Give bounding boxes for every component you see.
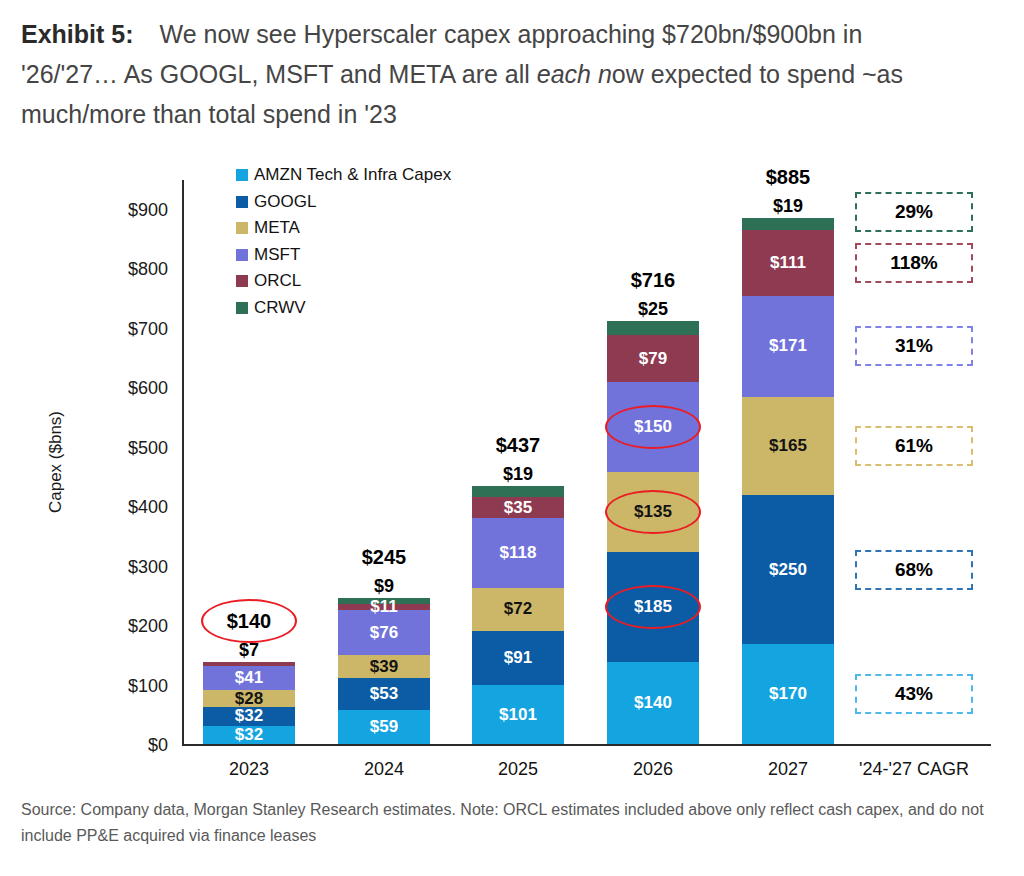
y-tick-label: $100: [96, 675, 168, 697]
legend-label: ORCL: [254, 271, 301, 291]
cagr-box-googl: 68%: [855, 550, 973, 590]
y-tick-label: $800: [96, 258, 168, 280]
legend-item-googl: GOOGL: [236, 189, 451, 216]
segment-label-2027-msft: $171: [742, 335, 834, 357]
cagr-box-msft: 31%: [855, 326, 973, 366]
y-tick-label: $500: [96, 437, 168, 459]
bar-2027-crwv: [742, 218, 834, 229]
exhibit-page: Exhibit 5:We now see Hyperscaler capex a…: [0, 0, 1024, 876]
x-axis-label-cagr: '24-'27 CAGR: [826, 758, 1002, 780]
segment-label-2024-meta: $39: [338, 656, 430, 678]
capex-stacked-bar-chart: Capex ($bns) AMZN Tech & Infra Capex GOOG…: [0, 0, 1024, 876]
highlight-ellipse: [605, 585, 701, 629]
googl-swatch-icon: [236, 196, 248, 208]
legend-item-amzn: AMZN Tech & Infra Capex: [236, 162, 451, 189]
segment-label-2024-msft: $76: [338, 622, 430, 644]
x-axis-label-2025: 2025: [473, 758, 563, 780]
segment-label-2027-googl: $250: [742, 559, 834, 581]
legend-label: MSFT: [254, 245, 300, 265]
above-bar-label-2026: $25: [607, 298, 699, 320]
x-axis-label-2023: 2023: [204, 758, 294, 780]
y-tick-label: $0: [96, 734, 168, 756]
segment-label-2025-googl: $91: [472, 647, 564, 669]
total-label-2027: $885: [728, 165, 848, 189]
y-tick-label: $900: [96, 199, 168, 221]
chart-legend: AMZN Tech & Infra Capex GOOGL META MSFT ORCL…: [236, 162, 451, 321]
segment-label-2026-amzn: $140: [607, 692, 699, 714]
cagr-box-meta: 61%: [855, 426, 973, 466]
segment-label-2025-orcl: $35: [472, 497, 564, 519]
y-tick-label: $200: [96, 615, 168, 637]
legend-label: CRWV: [254, 298, 306, 318]
segment-label-2023-meta: $28: [203, 688, 295, 710]
segment-label-2025-amzn: $101: [472, 704, 564, 726]
bar-2026-crwv: [607, 321, 699, 336]
orcl-swatch-icon: [236, 275, 248, 287]
y-tick-label: $700: [96, 318, 168, 340]
segment-label-2024-googl: $53: [338, 683, 430, 705]
total-label-2024: $245: [324, 545, 444, 569]
segment-label-2026-orcl: $79: [607, 348, 699, 370]
legend-item-meta: META: [236, 215, 451, 242]
amzn-swatch-icon: [236, 169, 248, 181]
highlight-ellipse: [605, 405, 701, 449]
y-axis-title: Capex ($bns): [46, 362, 68, 562]
x-axis-line: [182, 744, 991, 746]
total-label-2026: $716: [593, 268, 713, 292]
bar-2025-crwv: [472, 486, 564, 497]
segment-label-2025-meta: $72: [472, 598, 564, 620]
legend-label: AMZN Tech & Infra Capex: [254, 165, 451, 185]
y-axis-line: [182, 180, 184, 746]
x-axis-label-2026: 2026: [608, 758, 698, 780]
y-tick-label: $600: [96, 377, 168, 399]
segment-label-2023-msft: $41: [203, 667, 295, 689]
y-tick-label: $300: [96, 556, 168, 578]
legend-item-orcl: ORCL: [236, 268, 451, 295]
cagr-box-orcl: 118%: [855, 243, 973, 283]
highlight-ellipse: [201, 599, 297, 643]
segment-label-2027-meta: $165: [742, 435, 834, 457]
y-tick-label: $400: [96, 496, 168, 518]
segment-label-2025-msft: $118: [472, 542, 564, 564]
meta-swatch-icon: [236, 222, 248, 234]
highlight-ellipse: [605, 490, 701, 534]
legend-label: GOOGL: [254, 192, 316, 212]
x-axis-label-2027: 2027: [743, 758, 833, 780]
legend-label: META: [254, 218, 300, 238]
legend-item-msft: MSFT: [236, 242, 451, 269]
segment-label-2027-orcl: $111: [742, 252, 834, 274]
source-note: Source: Company data, Morgan Stanley Res…: [21, 797, 1021, 849]
segment-label-2024-amzn: $59: [338, 716, 430, 738]
above-bar-label-2025: $19: [472, 463, 564, 485]
segment-label-2027-amzn: $170: [742, 683, 834, 705]
crwv-swatch-icon: [236, 302, 248, 314]
bar-2023-orcl: [203, 662, 295, 666]
total-label-2025: $437: [458, 433, 578, 457]
segment-label-2024-orcl: $11: [338, 596, 430, 618]
above-bar-label-2024: $9: [338, 575, 430, 597]
cagr-box-amzn: 43%: [855, 674, 973, 714]
legend-item-crwv: CRWV: [236, 295, 451, 322]
msft-swatch-icon: [236, 249, 248, 261]
x-axis-label-2024: 2024: [339, 758, 429, 780]
above-bar-label-2027: $19: [742, 195, 834, 217]
cagr-box-crwv: 29%: [855, 192, 973, 232]
